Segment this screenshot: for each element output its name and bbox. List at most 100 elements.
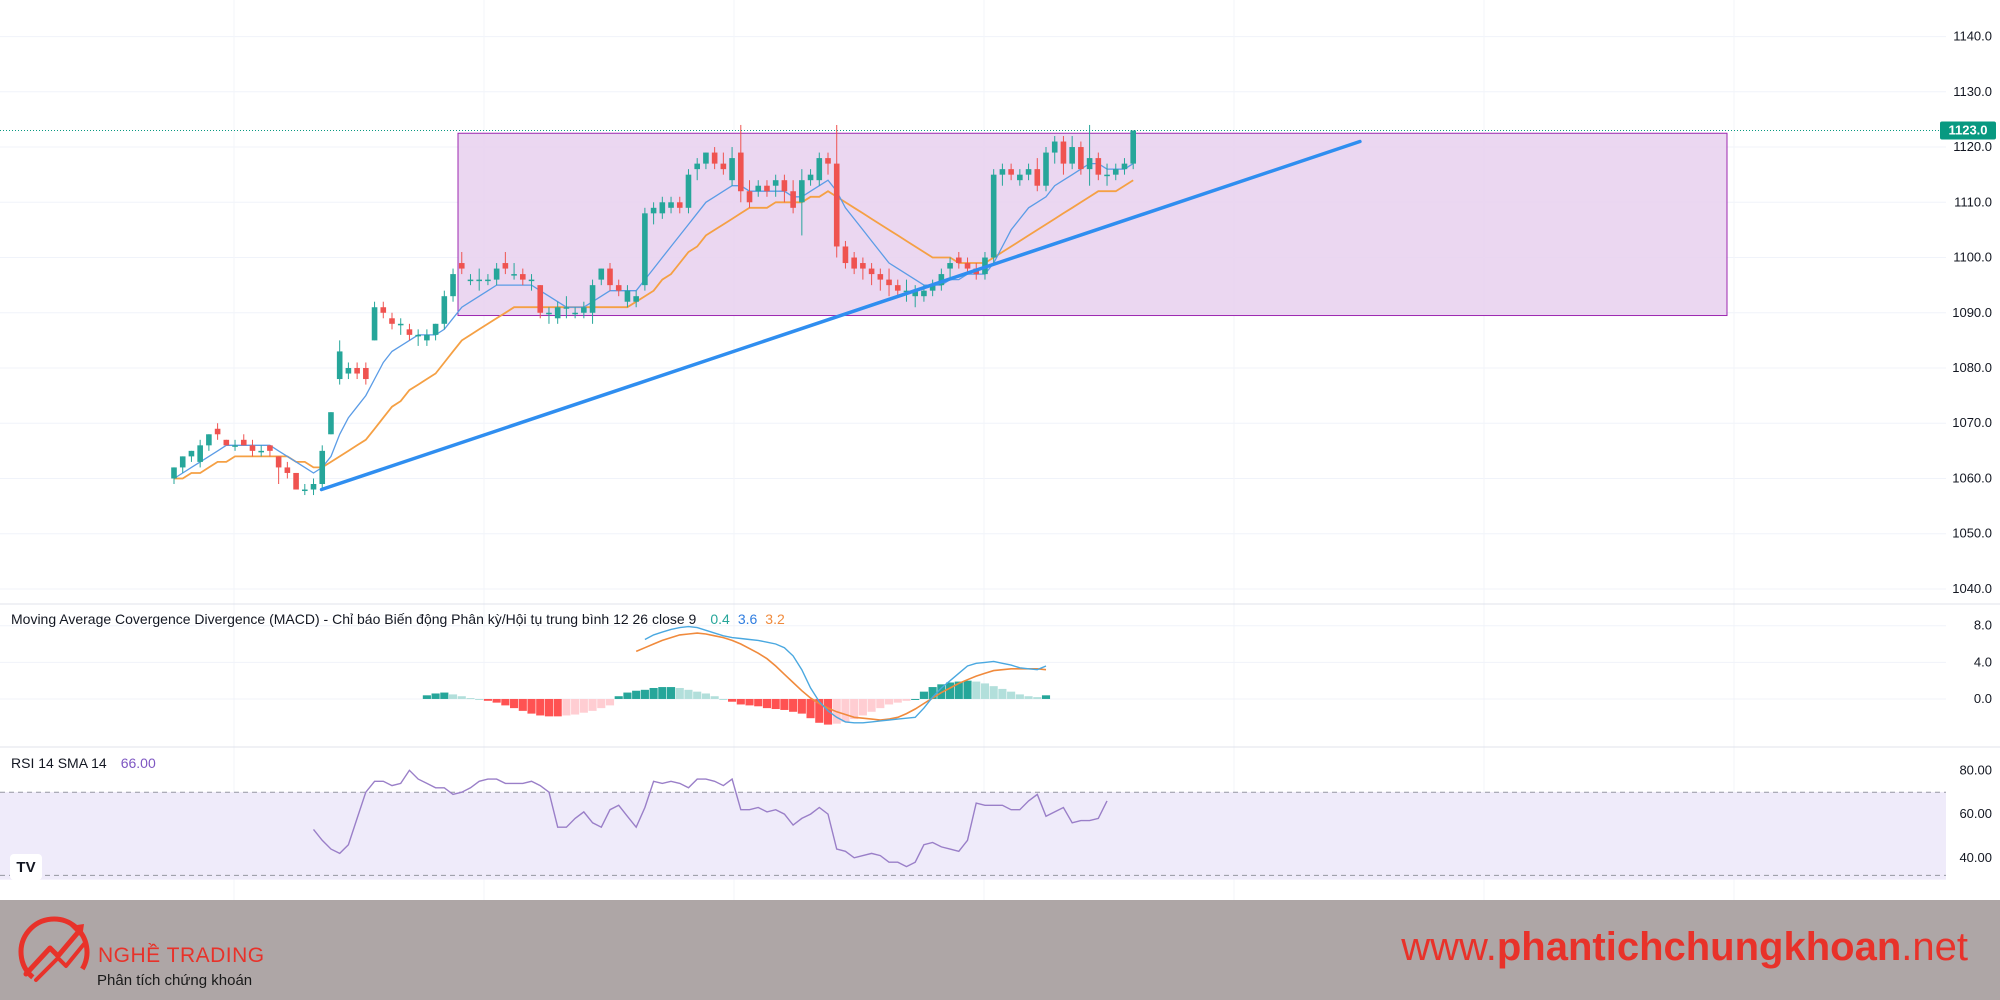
macd-line: [644, 625, 1047, 724]
candle: [188, 450, 195, 462]
candle: [293, 472, 299, 490]
candle: [668, 196, 674, 214]
candle: [424, 329, 430, 346]
ma-fast-line: [173, 162, 1134, 480]
candle: [999, 163, 1006, 186]
candle-body: [851, 257, 857, 269]
candle-body: [1008, 169, 1014, 175]
candle-body: [520, 274, 526, 280]
candle: [729, 147, 735, 186]
candle: [851, 252, 857, 275]
moving-averages: [173, 162, 1134, 480]
macd-histogram-bar: [806, 698, 815, 719]
price-tick-label: 1040.0: [1952, 581, 1992, 596]
candle-body: [537, 285, 544, 313]
candle: [764, 180, 770, 197]
range-box: [457, 132, 1728, 317]
brand-name: NGHỀ TRADING: [98, 944, 265, 967]
candle-body: [833, 163, 840, 247]
candle-body: [328, 412, 334, 435]
candle-body: [232, 445, 238, 447]
candle-body: [302, 489, 308, 492]
candle-body: [572, 312, 578, 315]
macd-histogram-bar: [571, 698, 580, 715]
macd-histogram-bar: [492, 698, 501, 703]
candle-body: [485, 279, 491, 282]
price-tick-label: 1100.0: [1953, 250, 1992, 265]
candle: [371, 301, 378, 341]
candle-body: [197, 445, 203, 462]
candle: [1034, 158, 1041, 192]
macd-tick-label: 0.0: [1974, 691, 1992, 706]
candle: [511, 263, 517, 280]
candle-body: [947, 263, 953, 269]
macd-histogram-bar: [841, 698, 850, 722]
candle-body: [1130, 130, 1136, 164]
candle: [615, 279, 622, 297]
candle: [537, 285, 544, 319]
candle: [650, 202, 657, 225]
macd-histogram-bar: [588, 698, 597, 711]
macd-histogram-bar: [797, 698, 806, 714]
macd-histogram-bar: [518, 698, 527, 711]
candle: [711, 147, 718, 170]
candle-body: [685, 174, 692, 208]
candle-body: [1017, 174, 1023, 181]
macd-histogram-bar: [553, 698, 562, 717]
candle: [598, 268, 605, 286]
website-url[interactable]: www.phantichchungkhoan.net: [1401, 925, 1968, 970]
candle: [380, 301, 387, 319]
candle: [363, 362, 369, 385]
candle: [842, 240, 849, 269]
macd-histogram-bar: [544, 698, 554, 717]
candle: [781, 174, 788, 203]
candle-body: [894, 285, 901, 291]
candle: [956, 252, 962, 269]
candle-body: [1104, 174, 1110, 177]
candle-body: [598, 268, 605, 280]
candle: [607, 263, 613, 291]
candle-body: [397, 323, 404, 326]
candle: [554, 301, 561, 324]
candle: [232, 439, 238, 451]
macd-histogram-bar: [884, 698, 894, 705]
price-panel: [0, 124, 1946, 496]
indicator-legends: Moving Average Covergence Divergence (MA…: [11, 611, 785, 771]
candle-body: [676, 202, 683, 208]
price-tick-label: 1120.0: [1953, 139, 1992, 154]
macd-histogram-bar: [1007, 691, 1016, 699]
candle-body: [877, 274, 884, 280]
rsi-tick-label: 40.00: [1959, 850, 1992, 865]
candle: [389, 312, 395, 330]
candle-body: [938, 274, 945, 286]
candle: [1060, 136, 1067, 175]
candle: [249, 439, 256, 457]
brand-tagline: Phân tích chứng khoán: [97, 972, 253, 989]
tradingview-logo[interactable]: TV: [10, 854, 42, 880]
macd-histogram-bar: [632, 690, 641, 699]
candle-body: [267, 445, 273, 451]
candle: [563, 296, 570, 319]
candle-body: [432, 323, 439, 335]
candle: [938, 268, 945, 291]
candle-body: [615, 285, 622, 291]
candle-body: [441, 296, 448, 324]
macd-histogram-bar: [666, 687, 676, 699]
macd-tick-label: 4.0: [1974, 654, 1992, 669]
macd-panel: [422, 625, 1051, 725]
candle: [947, 257, 953, 280]
rsi-panel: [0, 769, 1946, 880]
macd-histogram-bar: [510, 698, 519, 709]
macd-histogram-bar: [1015, 694, 1024, 699]
candle: [799, 169, 805, 236]
candle: [1043, 147, 1049, 192]
price-tick-label: 1130.0: [1953, 84, 1992, 99]
candle: [1051, 136, 1058, 164]
candle-body: [868, 268, 875, 275]
candle: [520, 268, 526, 286]
candle-body: [703, 152, 709, 164]
candle: [633, 290, 639, 308]
candle-body: [842, 246, 849, 264]
macd-histogram-bar: [736, 698, 745, 705]
candle-body: [293, 472, 299, 490]
